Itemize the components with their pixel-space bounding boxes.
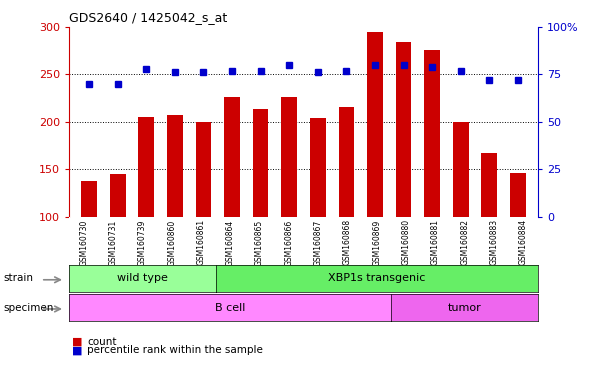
Text: count: count xyxy=(87,337,117,347)
Text: GSM160867: GSM160867 xyxy=(314,219,323,265)
Text: specimen: specimen xyxy=(3,303,53,313)
Text: GSM160881: GSM160881 xyxy=(431,219,440,265)
Text: ■: ■ xyxy=(72,345,82,355)
Bar xyxy=(167,115,183,217)
Text: GDS2640 / 1425042_s_at: GDS2640 / 1425042_s_at xyxy=(69,12,227,25)
Text: GSM160731: GSM160731 xyxy=(109,219,118,265)
Text: GSM160864: GSM160864 xyxy=(226,219,235,265)
Text: GSM160860: GSM160860 xyxy=(167,219,176,265)
Text: GSM160739: GSM160739 xyxy=(138,219,147,266)
Bar xyxy=(253,109,269,217)
Text: B cell: B cell xyxy=(215,303,245,313)
Bar xyxy=(453,122,469,217)
Bar xyxy=(395,42,412,217)
Bar xyxy=(110,174,126,217)
Text: GSM160880: GSM160880 xyxy=(401,219,410,265)
Text: GSM160868: GSM160868 xyxy=(343,219,352,265)
Text: tumor: tumor xyxy=(448,303,481,313)
Text: GSM160866: GSM160866 xyxy=(284,219,293,265)
Text: wild type: wild type xyxy=(117,273,168,283)
Text: ■: ■ xyxy=(72,337,82,347)
Bar xyxy=(310,118,326,217)
Bar xyxy=(138,117,154,217)
Text: GSM160865: GSM160865 xyxy=(255,219,264,265)
Text: strain: strain xyxy=(3,273,33,283)
Bar xyxy=(424,50,440,217)
Bar xyxy=(224,97,240,217)
Bar xyxy=(367,31,383,217)
Bar xyxy=(81,181,97,217)
Text: GSM160869: GSM160869 xyxy=(372,219,381,265)
Bar xyxy=(338,107,354,217)
Text: percentile rank within the sample: percentile rank within the sample xyxy=(87,345,263,355)
Text: GSM160882: GSM160882 xyxy=(460,219,469,265)
Bar xyxy=(481,153,497,217)
Text: GSM160883: GSM160883 xyxy=(489,219,498,265)
Bar xyxy=(195,122,212,217)
Text: GSM160730: GSM160730 xyxy=(79,219,88,266)
Bar xyxy=(281,97,297,217)
Text: XBP1s transgenic: XBP1s transgenic xyxy=(328,273,426,283)
Text: GSM160861: GSM160861 xyxy=(197,219,206,265)
Text: GSM160884: GSM160884 xyxy=(519,219,528,265)
Bar xyxy=(510,173,526,217)
